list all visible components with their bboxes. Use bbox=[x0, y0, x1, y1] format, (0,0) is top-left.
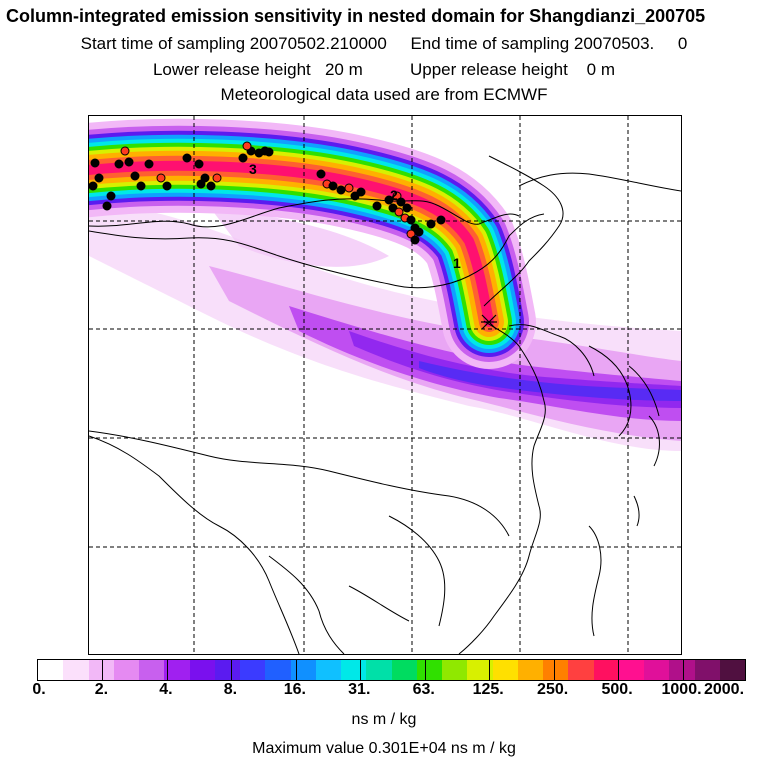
color-scale-tick-label: 125. bbox=[472, 681, 504, 698]
color-scale-tick-label: 500. bbox=[601, 681, 633, 698]
color-scale-tick-label: 0. bbox=[32, 681, 46, 698]
color-scale-segment bbox=[416, 660, 442, 680]
color-scale-segment bbox=[719, 660, 745, 680]
day-label-1: 1 bbox=[453, 255, 461, 271]
color-scale-segment bbox=[543, 660, 569, 680]
color-scale-segment bbox=[644, 660, 670, 680]
color-scale-tick-label: 1000. bbox=[661, 681, 702, 698]
color-scale-segment bbox=[467, 660, 493, 680]
color-scale-segment bbox=[341, 660, 367, 680]
color-scale-segment bbox=[189, 660, 215, 680]
color-scale-tick-label: 16. bbox=[283, 681, 306, 698]
color-scale-tick-label: 2000. bbox=[703, 681, 745, 698]
color-scale-segment bbox=[63, 660, 89, 680]
color-scale-segment bbox=[38, 660, 64, 680]
color-scale-segment bbox=[593, 660, 619, 680]
color-scale-segment bbox=[265, 660, 291, 680]
color-scale-tick-label: 31. bbox=[348, 681, 371, 698]
color-scale-divider bbox=[102, 660, 104, 680]
maximum-value-text: Maximum value 0.301E+04 ns m / kg bbox=[252, 740, 516, 757]
map-title: Column-integrated emission sensitivity i… bbox=[6, 6, 706, 26]
color-scale-tick-label: 2. bbox=[94, 681, 109, 698]
receptor-site-marker bbox=[481, 314, 497, 330]
coastlines-borders bbox=[89, 155, 681, 654]
color-scale-divider bbox=[360, 660, 362, 680]
color-scale-divider bbox=[618, 660, 620, 680]
color-scale-segment bbox=[568, 660, 594, 680]
color-scale-segment bbox=[391, 660, 417, 680]
main-plume bbox=[89, 118, 536, 369]
color-scale-segment bbox=[113, 660, 139, 680]
color-scale-segment bbox=[88, 660, 114, 680]
lat-lon-grid bbox=[89, 116, 681, 654]
meteo-source-line: Meteorological data used are from ECMWF bbox=[220, 85, 548, 104]
color-scale-segment bbox=[492, 660, 518, 680]
color-scale-segment bbox=[214, 660, 240, 680]
day-label-2: 2 bbox=[390, 187, 398, 203]
cluster-markers bbox=[89, 141, 446, 245]
diffuse-plume bbox=[89, 205, 681, 451]
color-scale-segment bbox=[669, 660, 695, 680]
color-scale-ticks: 0. 2. 4. 8. 16. 31. 63. 125. 250. 500. 1000. 2000. bbox=[32, 681, 746, 699]
color-scale-tick-label: 250. bbox=[537, 681, 569, 698]
sampling-time-line: Start time of sampling 20070502.210000 E… bbox=[80, 34, 688, 53]
color-scale-segment bbox=[694, 660, 720, 680]
day-label-3: 3 bbox=[249, 161, 257, 177]
color-scale-divider bbox=[682, 660, 684, 680]
color-scale-segment bbox=[290, 660, 316, 680]
color-scale-divider bbox=[553, 660, 555, 680]
color-scale-divider bbox=[489, 660, 491, 680]
color-scale-divider bbox=[424, 660, 426, 680]
color-scale-segment bbox=[517, 660, 543, 680]
color-scale-tick-label: 4. bbox=[159, 681, 173, 698]
emission-sensitivity-map: 1 2 3 bbox=[88, 115, 682, 655]
color-scale-segment bbox=[240, 660, 266, 680]
release-height-line: Lower release height 20 m Upper release … bbox=[152, 60, 616, 79]
color-scale-tick-label: 63. bbox=[412, 681, 435, 698]
color-scale-bar bbox=[37, 659, 746, 681]
color-scale-divider bbox=[295, 660, 297, 680]
color-scale-tick-label: 8. bbox=[223, 681, 238, 698]
color-scale-segment bbox=[366, 660, 392, 680]
color-scale-segment bbox=[618, 660, 644, 680]
color-scale-segment bbox=[164, 660, 190, 680]
color-scale-divider bbox=[231, 660, 233, 680]
color-scale-segment bbox=[139, 660, 165, 680]
color-scale-unit: ns m / kg bbox=[351, 711, 417, 728]
color-scale-segment bbox=[315, 660, 341, 680]
color-scale-divider bbox=[166, 660, 168, 680]
color-scale-segment bbox=[442, 660, 468, 680]
